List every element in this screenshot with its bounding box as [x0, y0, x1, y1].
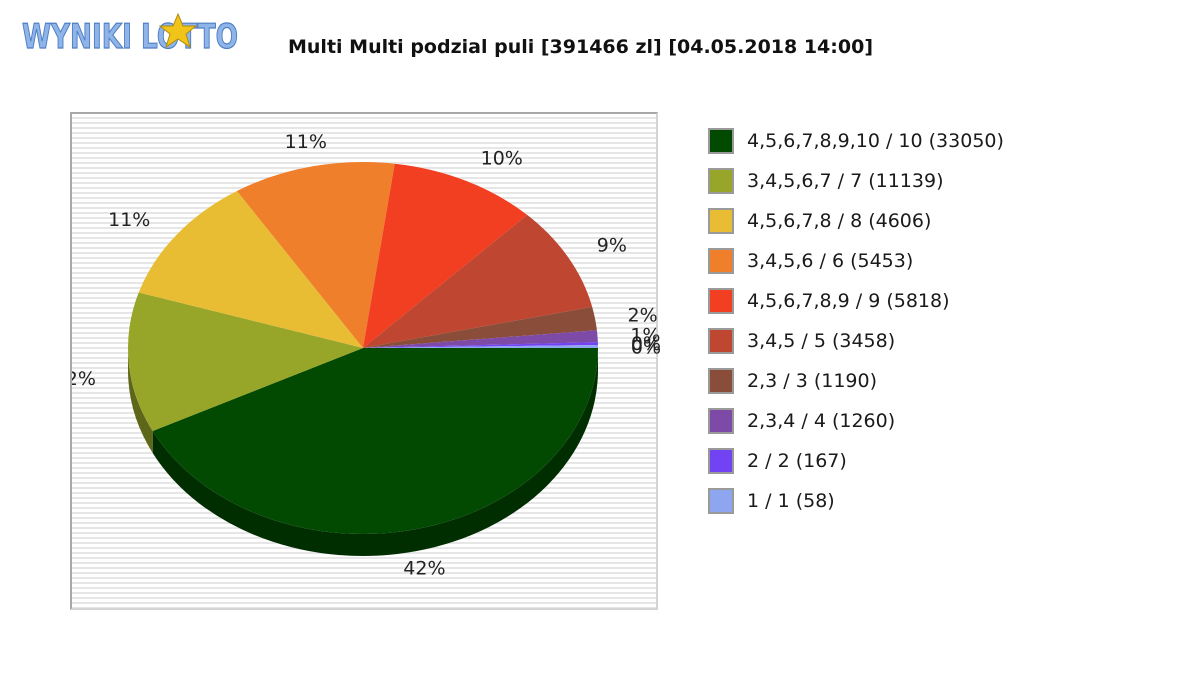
chart-legend: 4,5,6,7,8,9,10 / 10 (33050) 3,4,5,6,7 / 7… [708, 121, 1004, 521]
slice-pct-label-1: 12% [72, 368, 96, 390]
logo-text: WYNIKI LOTTO [22, 17, 238, 56]
slice-pct-label-6: 2% [628, 304, 658, 326]
legend-swatch [708, 488, 734, 514]
slice-pct-label-9: 0% [631, 336, 660, 358]
legend-label: 4,5,6,7,8,9,10 / 10 (33050) [747, 130, 1004, 152]
pie-slice-1 [127, 292, 363, 431]
slice-pct-label-5: 9% [597, 234, 627, 256]
pie-slice-9 [363, 345, 598, 348]
slice-pct-label-7: 1% [630, 324, 660, 346]
chart-title: Multi Multi podzial puli [391466 zl] [04… [288, 36, 874, 58]
pie-chart: 42%12%11%11%10%9%2%1%0%0% [72, 131, 660, 580]
legend-swatch [708, 128, 734, 154]
legend-label: 3,4,5,6,7 / 7 (11139) [747, 170, 944, 192]
legend-swatch [708, 288, 734, 314]
pie-slice-6 [363, 306, 597, 348]
slice-pct-label-0: 42% [403, 558, 445, 580]
legend-label: 2,3,4 / 4 (1260) [747, 410, 896, 432]
legend-swatch [708, 248, 734, 274]
pie-slice-8 [363, 342, 598, 348]
legend-item: 4,5,6,7,8 / 8 (4606) [708, 201, 1004, 241]
pie-slice-0 [152, 348, 598, 534]
pie-slice-4 [363, 163, 528, 348]
legend-label: 1 / 1 (58) [747, 490, 835, 512]
pie-side-1 [128, 348, 153, 453]
legend-label: 2,3 / 3 (1190) [747, 370, 878, 392]
legend-item: 4,5,6,7,8,9,10 / 10 (33050) [708, 121, 1004, 161]
pie-slice-3 [236, 162, 395, 348]
legend-label: 4,5,6,7,8 / 8 (4606) [747, 210, 932, 232]
slice-pct-label-3: 11% [285, 131, 327, 153]
slice-pct-label-2: 11% [108, 209, 150, 231]
slice-pct-label-8: 0% [631, 333, 660, 355]
legend-swatch [708, 328, 734, 354]
legend-item: 2,3,4 / 4 (1260) [708, 401, 1004, 441]
pie-slice-2 [138, 191, 363, 348]
legend-swatch [708, 368, 734, 394]
legend-item: 2,3 / 3 (1190) [708, 361, 1004, 401]
legend-item: 3,4,5,6,7 / 7 (11139) [708, 161, 1004, 201]
legend-item: 3,4,5,6 / 6 (5453) [708, 241, 1004, 281]
legend-swatch [708, 448, 734, 474]
wyniki-lotto-logo: WYNIKI LOTTO [22, 12, 239, 56]
legend-swatch [708, 408, 734, 434]
legend-item: 1 / 1 (58) [708, 481, 1004, 521]
star-icon [158, 12, 198, 49]
legend-label: 4,5,6,7,8,9 / 9 (5818) [747, 290, 950, 312]
legend-item: 2 / 2 (167) [708, 441, 1004, 481]
legend-label: 3,4,5,6 / 6 (5453) [747, 250, 914, 272]
legend-swatch [708, 168, 734, 194]
legend-item: 3,4,5 / 5 (3458) [708, 321, 1004, 361]
legend-label: 3,4,5 / 5 (3458) [747, 330, 896, 352]
legend-label: 2 / 2 (167) [747, 450, 847, 472]
legend-swatch [708, 208, 734, 234]
pie-slice-5 [363, 214, 593, 348]
pie-plot-area: 42%12%11%11%10%9%2%1%0%0% [70, 112, 660, 610]
slice-pct-label-4: 10% [481, 147, 523, 169]
pie-slice-7 [363, 330, 598, 348]
pie-3d-side [128, 348, 598, 556]
legend-item: 4,5,6,7,8,9 / 9 (5818) [708, 281, 1004, 321]
